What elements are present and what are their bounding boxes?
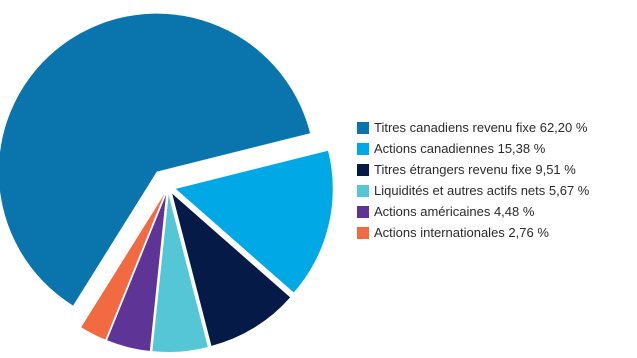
legend-swatch xyxy=(357,163,369,176)
pie-slice-actions-americaines xyxy=(107,194,167,351)
legend-swatch xyxy=(357,226,369,239)
chart-legend: Titres canadiens revenu fixe 62,20 % Act… xyxy=(357,117,589,243)
pie-slice-titres-etrangers xyxy=(172,193,291,346)
pie-slice-actions-canadiennes xyxy=(175,150,333,293)
pie-slice-actions-internationales xyxy=(81,194,165,340)
legend-label: Actions internationales 2,76 % xyxy=(374,225,549,240)
legend-swatch xyxy=(357,121,369,134)
pie-slice-titres-canadiens xyxy=(0,13,311,306)
legend-item-titres-canadiens: Titres canadiens revenu fixe 62,20 % xyxy=(357,117,589,138)
legend-label: Actions canadiennes 15,38 % xyxy=(374,141,546,156)
legend-swatch xyxy=(357,184,369,197)
legend-label: Titres canadiens revenu fixe 62,20 % xyxy=(374,120,588,135)
legend-item-actions-canadiennes: Actions canadiennes 15,38 % xyxy=(357,138,589,159)
legend-item-actions-americaines: Actions américaines 4,48 % xyxy=(357,201,589,222)
legend-label: Liquidités et autres actifs nets 5,67 % xyxy=(374,183,590,198)
legend-swatch xyxy=(357,205,369,218)
legend-swatch xyxy=(357,142,369,155)
legend-label: Actions américaines 4,48 % xyxy=(374,204,535,219)
legend-label: Titres étrangers revenu fixe 9,51 % xyxy=(374,162,576,177)
legend-item-titres-etrangers: Titres étrangers revenu fixe 9,51 % xyxy=(357,159,589,180)
legend-item-liquidites: Liquidités et autres actifs nets 5,67 % xyxy=(357,180,589,201)
legend-item-actions-internationales: Actions internationales 2,76 % xyxy=(357,222,589,243)
pie-slice-liquidites xyxy=(152,194,208,352)
